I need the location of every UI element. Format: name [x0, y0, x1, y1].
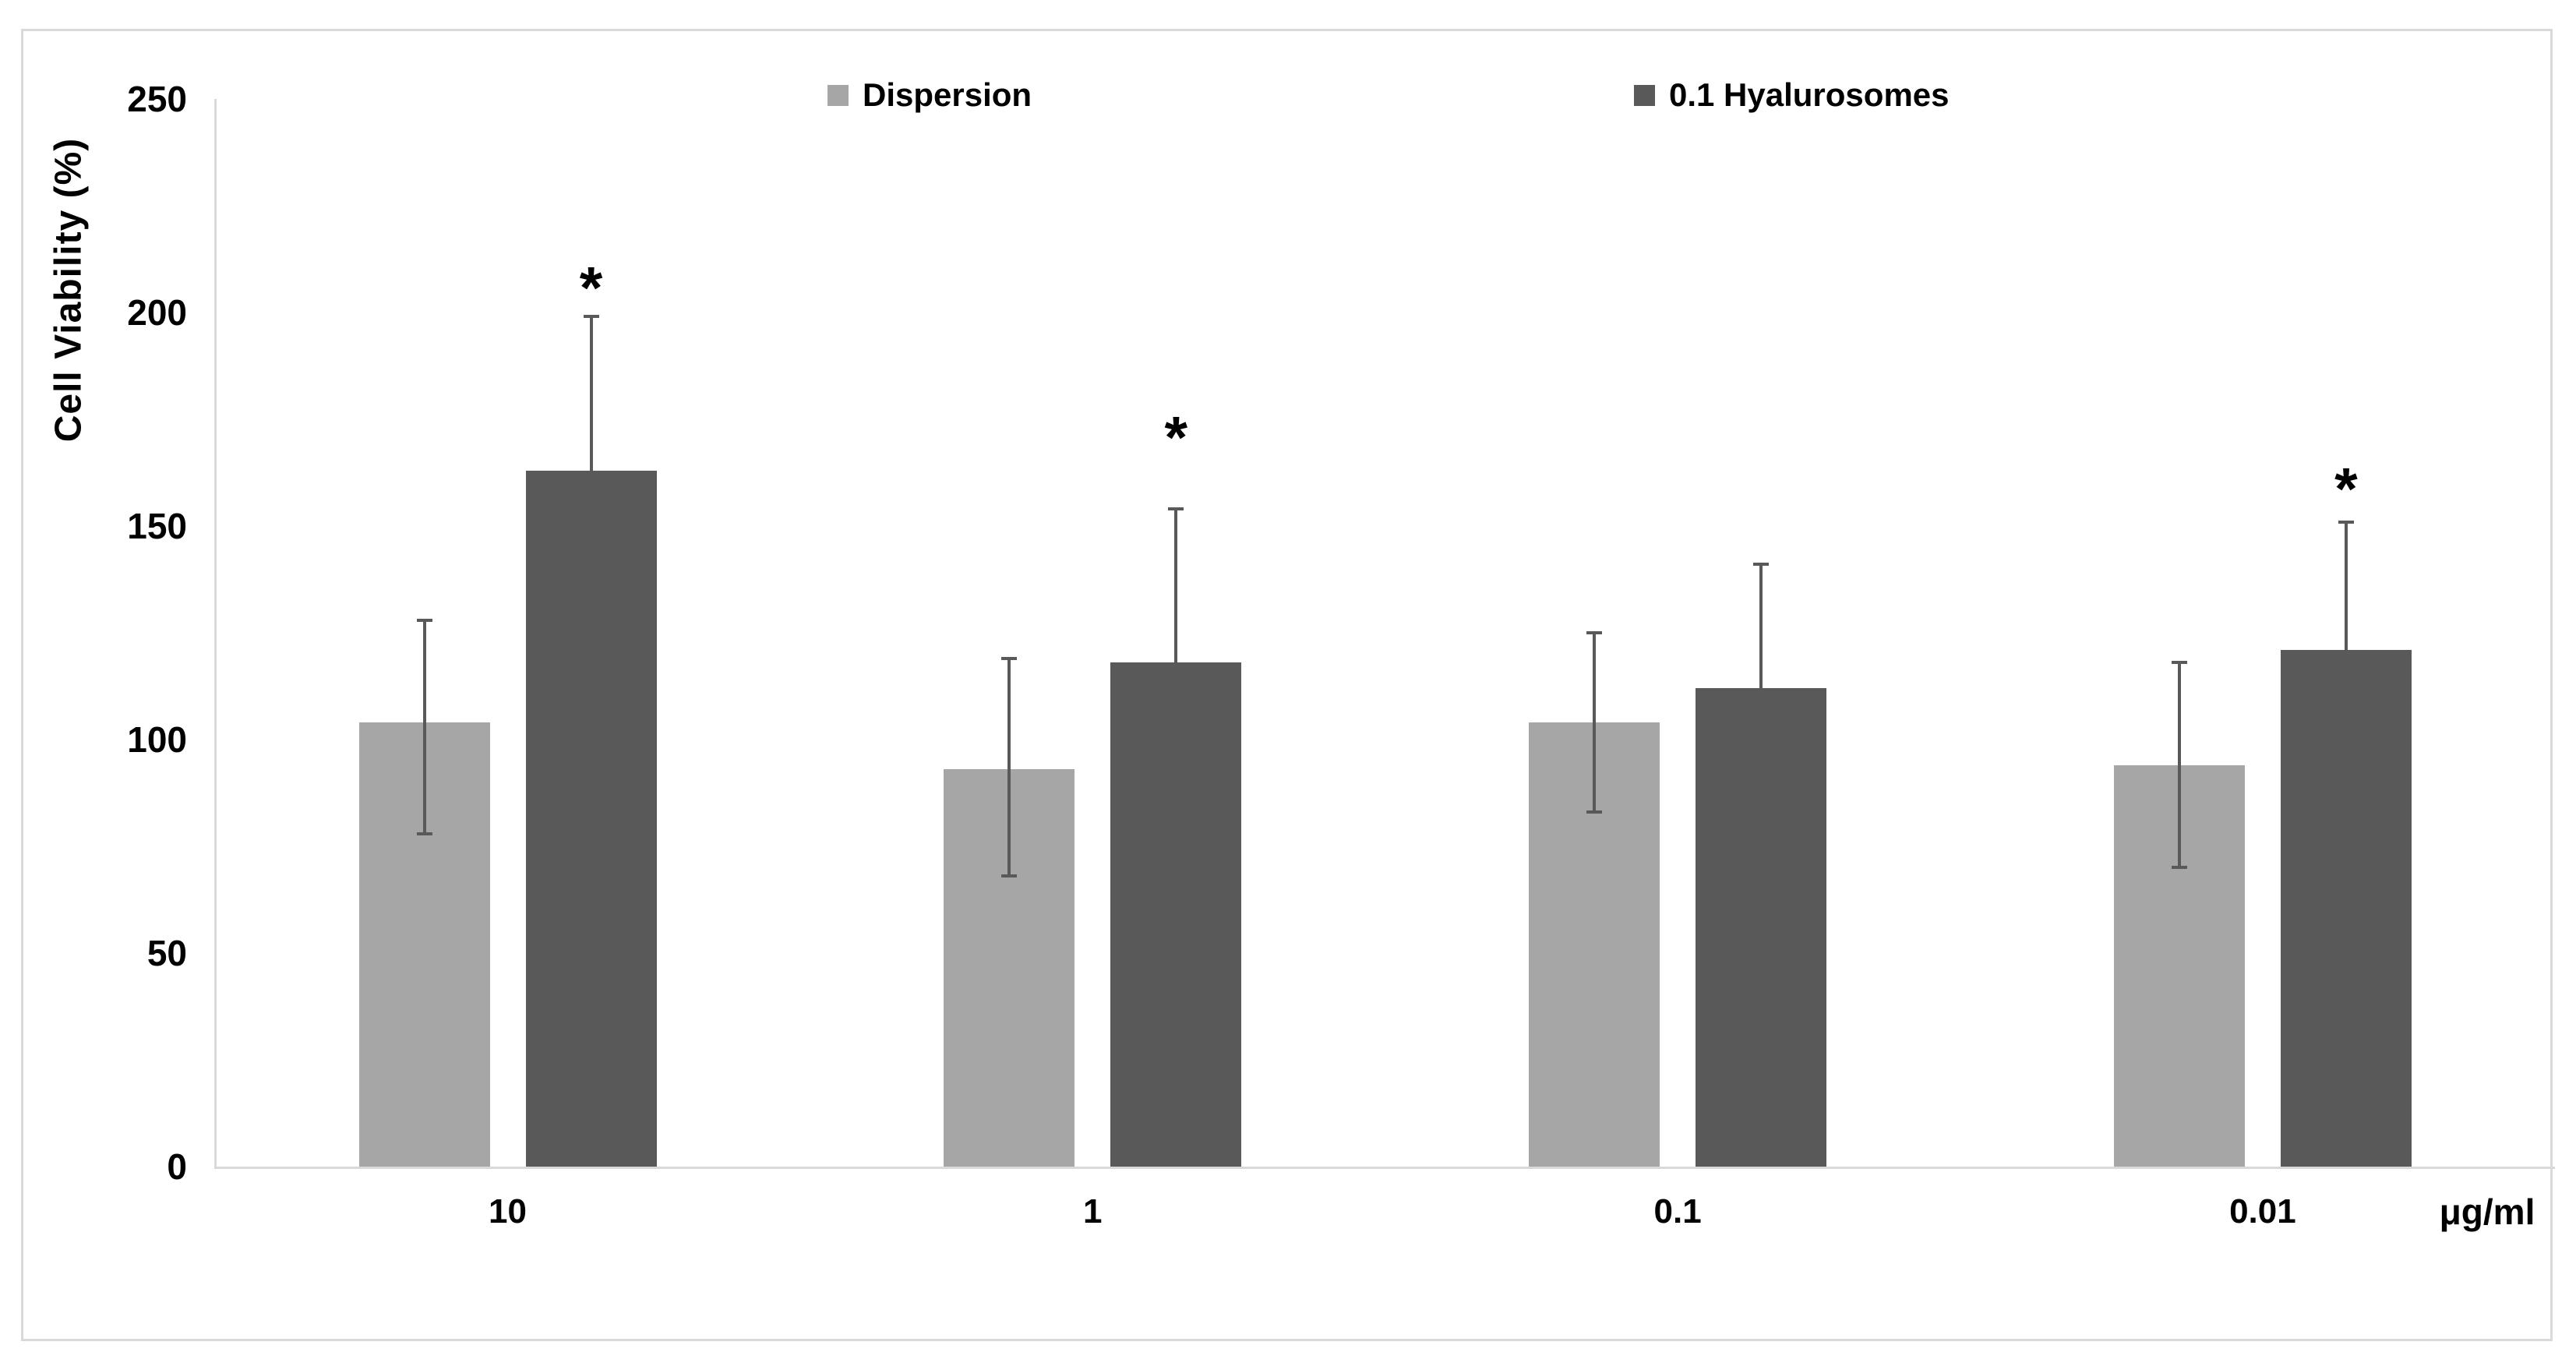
error-cap-top-0.01-1 — [2338, 520, 2354, 524]
x-label-1: 1 — [1083, 1192, 1103, 1231]
error-cap-top-10-1 — [583, 315, 599, 319]
y-tick-200: 200 — [127, 292, 187, 333]
x-label-10: 10 — [489, 1192, 527, 1231]
error-bar-1-0 — [1007, 658, 1011, 877]
x-label-0.1: 0.1 — [1653, 1192, 1702, 1231]
error-cap-top-0.1-0 — [1586, 631, 1603, 634]
bar-0-1-hyalurosomes-10 — [525, 470, 657, 1167]
error-cap-top-10-0 — [416, 618, 432, 622]
x-axis-unit-label: μg/ml — [2439, 1192, 2535, 1232]
y-tick-50: 50 — [146, 933, 187, 973]
legend-item-hyalurosomes: 0.1 Hyalurosomes — [1634, 76, 1950, 114]
error-bar-0.01-1 — [2344, 521, 2348, 650]
error-bar-1-1 — [1174, 509, 1178, 663]
error-bar-0.1-1 — [1759, 564, 1763, 689]
legend-label-hyalurosomes: 0.1 Hyalurosomes — [1669, 76, 1950, 113]
significance-asterisk-1: * — [1164, 404, 1188, 471]
error-cap-top-1-1 — [1168, 507, 1184, 511]
y-tick-250: 250 — [127, 79, 187, 119]
y-tick-100: 100 — [127, 719, 187, 760]
error-bar-0.01-0 — [2177, 662, 2181, 868]
error-cap-bottom-0.1-0 — [1586, 810, 1603, 814]
error-cap-top-0.01-0 — [2171, 661, 2187, 665]
error-cap-bottom-1-0 — [1001, 874, 1018, 878]
error-cap-top-0.1-1 — [1753, 563, 1770, 567]
legend-item-dispersion: Dispersion — [827, 76, 1032, 114]
legend-swatch-hyalurosomes — [1634, 84, 1655, 106]
legend-label-dispersion: Dispersion — [863, 76, 1032, 113]
error-cap-bottom-10-0 — [416, 832, 432, 835]
significance-asterisk-10: * — [579, 255, 603, 322]
bar-0-1-hyalurosomes-1 — [1110, 662, 1242, 1167]
error-bar-10-1 — [589, 316, 593, 471]
y-axis-line — [214, 99, 217, 1169]
y-axis-title: Cell Viability (%) — [48, 137, 90, 443]
bar-0-1-hyalurosomes-0.01 — [2280, 649, 2412, 1167]
significance-asterisk-0.01: * — [2334, 456, 2358, 523]
error-cap-top-1-0 — [1001, 656, 1018, 660]
error-cap-bottom-0.01-0 — [2171, 866, 2187, 870]
y-tick-150: 150 — [127, 506, 187, 546]
error-bar-0.1-0 — [1593, 633, 1597, 813]
legend-swatch-dispersion — [827, 84, 849, 106]
x-label-0.01: 0.01 — [2229, 1192, 2296, 1231]
x-axis-line — [215, 1167, 2555, 1169]
y-tick-0: 0 — [167, 1146, 187, 1187]
error-bar-10-0 — [422, 620, 426, 834]
bar-0-1-hyalurosomes-0.1 — [1696, 688, 1827, 1167]
